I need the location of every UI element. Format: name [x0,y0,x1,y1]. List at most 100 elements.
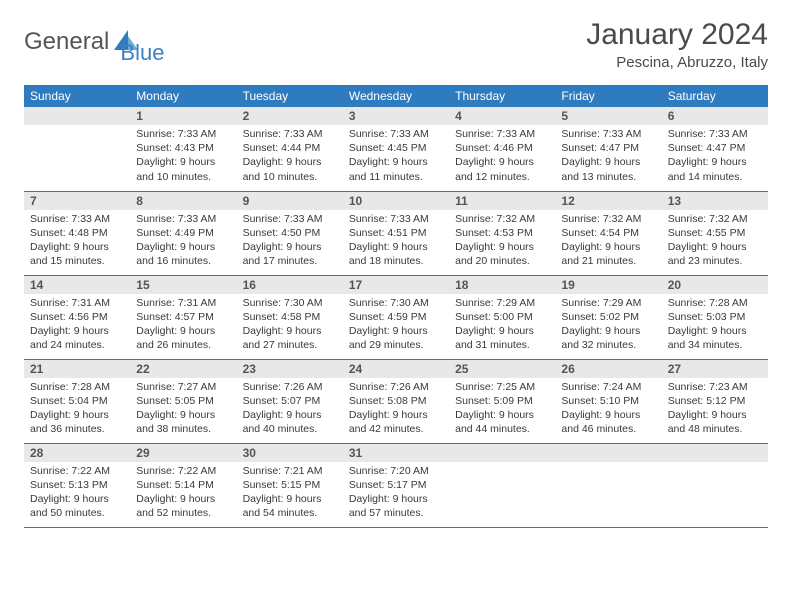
weekday-header: Friday [555,85,661,107]
day-info: Sunrise: 7:32 AMSunset: 4:55 PMDaylight:… [662,210,768,273]
day-number: 17 [343,276,449,294]
calendar-cell: 20Sunrise: 7:28 AMSunset: 5:03 PMDayligh… [662,275,768,359]
calendar-cell: 15Sunrise: 7:31 AMSunset: 4:57 PMDayligh… [130,275,236,359]
day-info: Sunrise: 7:24 AMSunset: 5:10 PMDaylight:… [555,378,661,441]
logo-text-general: General [24,28,109,56]
calendar-cell: 10Sunrise: 7:33 AMSunset: 4:51 PMDayligh… [343,191,449,275]
calendar-cell: 18Sunrise: 7:29 AMSunset: 5:00 PMDayligh… [449,275,555,359]
day-number [555,444,661,462]
day-info: Sunrise: 7:26 AMSunset: 5:07 PMDaylight:… [237,378,343,441]
day-number: 14 [24,276,130,294]
calendar-cell: 7Sunrise: 7:33 AMSunset: 4:48 PMDaylight… [24,191,130,275]
calendar-cell: 22Sunrise: 7:27 AMSunset: 5:05 PMDayligh… [130,359,236,443]
calendar-cell: 21Sunrise: 7:28 AMSunset: 5:04 PMDayligh… [24,359,130,443]
calendar-cell: 2Sunrise: 7:33 AMSunset: 4:44 PMDaylight… [237,107,343,191]
day-info: Sunrise: 7:30 AMSunset: 4:58 PMDaylight:… [237,294,343,357]
day-number: 22 [130,360,236,378]
day-info: Sunrise: 7:22 AMSunset: 5:14 PMDaylight:… [130,462,236,525]
day-info: Sunrise: 7:29 AMSunset: 5:02 PMDaylight:… [555,294,661,357]
calendar-row: 7Sunrise: 7:33 AMSunset: 4:48 PMDaylight… [24,191,768,275]
calendar-row: 14Sunrise: 7:31 AMSunset: 4:56 PMDayligh… [24,275,768,359]
calendar-body: 1Sunrise: 7:33 AMSunset: 4:43 PMDaylight… [24,107,768,527]
day-info: Sunrise: 7:30 AMSunset: 4:59 PMDaylight:… [343,294,449,357]
day-info: Sunrise: 7:33 AMSunset: 4:48 PMDaylight:… [24,210,130,273]
weekday-header-row: Sunday Monday Tuesday Wednesday Thursday… [24,85,768,107]
day-number: 13 [662,192,768,210]
calendar-cell: 11Sunrise: 7:32 AMSunset: 4:53 PMDayligh… [449,191,555,275]
location-text: Pescina, Abruzzo, Italy [586,54,768,71]
calendar-cell: 8Sunrise: 7:33 AMSunset: 4:49 PMDaylight… [130,191,236,275]
calendar-cell: 28Sunrise: 7:22 AMSunset: 5:13 PMDayligh… [24,443,130,527]
day-info: Sunrise: 7:33 AMSunset: 4:51 PMDaylight:… [343,210,449,273]
weekday-header: Sunday [24,85,130,107]
day-number: 1 [130,107,236,125]
calendar-table: Sunday Monday Tuesday Wednesday Thursday… [24,85,768,528]
day-number: 12 [555,192,661,210]
weekday-header: Monday [130,85,236,107]
calendar-cell [449,443,555,527]
day-info: Sunrise: 7:21 AMSunset: 5:15 PMDaylight:… [237,462,343,525]
calendar-cell: 30Sunrise: 7:21 AMSunset: 5:15 PMDayligh… [237,443,343,527]
calendar-cell: 25Sunrise: 7:25 AMSunset: 5:09 PMDayligh… [449,359,555,443]
day-number: 28 [24,444,130,462]
day-number: 19 [555,276,661,294]
day-number: 18 [449,276,555,294]
day-number: 31 [343,444,449,462]
title-block: January 2024 Pescina, Abruzzo, Italy [586,18,768,71]
day-number: 30 [237,444,343,462]
day-info: Sunrise: 7:32 AMSunset: 4:54 PMDaylight:… [555,210,661,273]
calendar-cell: 5Sunrise: 7:33 AMSunset: 4:47 PMDaylight… [555,107,661,191]
day-number: 26 [555,360,661,378]
calendar-cell: 23Sunrise: 7:26 AMSunset: 5:07 PMDayligh… [237,359,343,443]
calendar-row: 21Sunrise: 7:28 AMSunset: 5:04 PMDayligh… [24,359,768,443]
calendar-cell: 9Sunrise: 7:33 AMSunset: 4:50 PMDaylight… [237,191,343,275]
calendar-row: 28Sunrise: 7:22 AMSunset: 5:13 PMDayligh… [24,443,768,527]
day-number: 23 [237,360,343,378]
calendar-cell: 26Sunrise: 7:24 AMSunset: 5:10 PMDayligh… [555,359,661,443]
day-number: 5 [555,107,661,125]
month-title: January 2024 [586,18,768,52]
day-info: Sunrise: 7:20 AMSunset: 5:17 PMDaylight:… [343,462,449,525]
day-info: Sunrise: 7:33 AMSunset: 4:50 PMDaylight:… [237,210,343,273]
day-number: 21 [24,360,130,378]
calendar-cell: 13Sunrise: 7:32 AMSunset: 4:55 PMDayligh… [662,191,768,275]
day-info: Sunrise: 7:33 AMSunset: 4:47 PMDaylight:… [555,125,661,188]
calendar-cell: 29Sunrise: 7:22 AMSunset: 5:14 PMDayligh… [130,443,236,527]
day-number: 11 [449,192,555,210]
day-info: Sunrise: 7:32 AMSunset: 4:53 PMDaylight:… [449,210,555,273]
day-info: Sunrise: 7:33 AMSunset: 4:45 PMDaylight:… [343,125,449,188]
day-info: Sunrise: 7:33 AMSunset: 4:43 PMDaylight:… [130,125,236,188]
day-number: 20 [662,276,768,294]
calendar-cell: 1Sunrise: 7:33 AMSunset: 4:43 PMDaylight… [130,107,236,191]
calendar-cell: 6Sunrise: 7:33 AMSunset: 4:47 PMDaylight… [662,107,768,191]
day-info: Sunrise: 7:29 AMSunset: 5:00 PMDaylight:… [449,294,555,357]
logo: General Blue [24,18,164,66]
calendar-cell [662,443,768,527]
calendar-cell: 24Sunrise: 7:26 AMSunset: 5:08 PMDayligh… [343,359,449,443]
weekday-header: Thursday [449,85,555,107]
day-number: 4 [449,107,555,125]
day-number: 16 [237,276,343,294]
day-number [24,107,130,125]
day-info: Sunrise: 7:31 AMSunset: 4:57 PMDaylight:… [130,294,236,357]
calendar-cell: 19Sunrise: 7:29 AMSunset: 5:02 PMDayligh… [555,275,661,359]
day-number: 29 [130,444,236,462]
day-number: 9 [237,192,343,210]
day-number: 8 [130,192,236,210]
day-number: 27 [662,360,768,378]
day-number [449,444,555,462]
day-number [662,444,768,462]
day-number: 3 [343,107,449,125]
day-info: Sunrise: 7:28 AMSunset: 5:04 PMDaylight:… [24,378,130,441]
calendar-cell: 16Sunrise: 7:30 AMSunset: 4:58 PMDayligh… [237,275,343,359]
calendar-cell: 12Sunrise: 7:32 AMSunset: 4:54 PMDayligh… [555,191,661,275]
day-number: 25 [449,360,555,378]
day-info: Sunrise: 7:31 AMSunset: 4:56 PMDaylight:… [24,294,130,357]
day-number: 15 [130,276,236,294]
logo-text-blue: Blue [120,40,164,66]
day-info: Sunrise: 7:33 AMSunset: 4:47 PMDaylight:… [662,125,768,188]
day-info: Sunrise: 7:28 AMSunset: 5:03 PMDaylight:… [662,294,768,357]
weekday-header: Saturday [662,85,768,107]
day-info: Sunrise: 7:25 AMSunset: 5:09 PMDaylight:… [449,378,555,441]
day-info: Sunrise: 7:26 AMSunset: 5:08 PMDaylight:… [343,378,449,441]
